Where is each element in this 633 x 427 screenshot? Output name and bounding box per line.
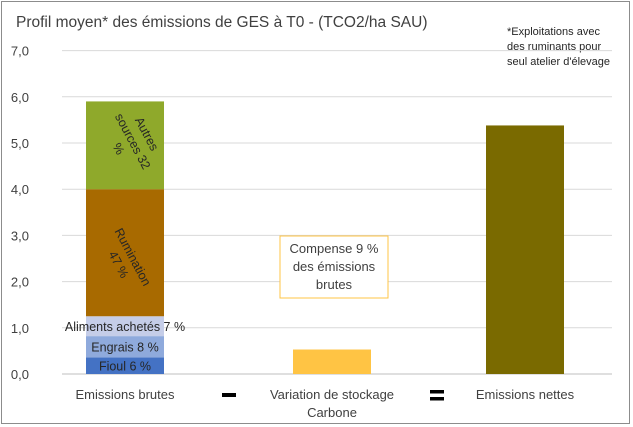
- category-label: Variation de stockage: [270, 387, 394, 402]
- chart-title: Profil moyen* des émissions de GES à T0 …: [16, 14, 427, 31]
- equals-operator: [430, 390, 444, 394]
- bar-segment: [86, 316, 164, 337]
- segment-label: Fioul 6 %: [99, 360, 151, 374]
- annotation-text: brutes: [316, 277, 353, 292]
- bars: [86, 101, 564, 374]
- chart-note-line-2: des ruminants pour: [507, 41, 601, 53]
- annotation-text: des émissions: [293, 259, 376, 274]
- chart-note-line-3: seul atelier d'élevage: [507, 56, 610, 68]
- minus-operator: [222, 393, 236, 397]
- bar-segment: [293, 349, 371, 374]
- category-label: Emissions nettes: [476, 387, 575, 402]
- x-axis: Emissions brutes Variation de stockage Car…: [76, 387, 575, 420]
- y-tick-label: 2,0: [11, 275, 29, 290]
- chart-note-line-1: *Exploitations avec: [507, 26, 600, 38]
- category-label: Emissions brutes: [76, 387, 175, 402]
- bar-segment: [86, 189, 164, 317]
- category-label: Carbone: [307, 405, 357, 420]
- bar-segment: [86, 101, 164, 190]
- y-tick-label: 3,0: [11, 228, 29, 243]
- y-tick-label: 5,0: [11, 136, 29, 151]
- bar-segment: [86, 357, 164, 374]
- annotation-text: Compense 9 %: [290, 241, 379, 256]
- segment-label: Aliments achetés 7 %: [65, 320, 185, 334]
- annotation-border: [279, 235, 389, 299]
- y-tick-label: 0,0: [11, 367, 29, 382]
- y-tick-label: 6,0: [11, 90, 29, 105]
- equals-operator: [430, 397, 444, 401]
- segment-label: Engrais 8 %: [91, 341, 158, 355]
- annotation-box: Compense 9 % des émissions brutes: [279, 235, 389, 299]
- y-tick-label: 7,0: [11, 44, 29, 59]
- y-tick-label: 1,0: [11, 321, 29, 336]
- y-tick-label: 4,0: [11, 182, 29, 197]
- bar-segment: [486, 125, 564, 374]
- bar-segment: [86, 336, 164, 358]
